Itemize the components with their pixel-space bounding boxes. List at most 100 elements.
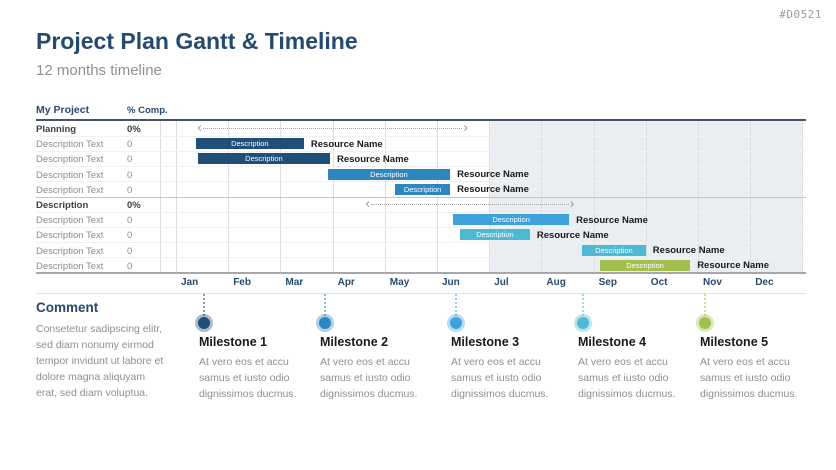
arrow-left-head-icon: ‹ xyxy=(365,197,371,212)
percent-complete-value: 0 xyxy=(127,260,133,272)
percent-complete-value: 0 xyxy=(127,154,133,166)
milestone-marker-icon xyxy=(450,317,462,329)
gantt-chart: My Project % Comp. Planning 0% ‹ › Descripti… xyxy=(36,104,808,296)
summary-span-arrow: ‹ › xyxy=(365,197,575,212)
month-tick-label: Apr xyxy=(337,277,355,288)
arrow-left-head-icon: ‹ xyxy=(196,121,203,136)
milestone-connector-line xyxy=(704,294,706,316)
resource-name-label: Resource Name xyxy=(457,169,529,181)
percent-complete-value: 0 xyxy=(127,215,133,227)
task-bar: Description xyxy=(599,259,691,271)
percent-complete-value: 0% xyxy=(127,200,141,211)
milestone-description: At vero eos et accu samus et iusto odio … xyxy=(320,356,418,400)
row-gridline xyxy=(36,242,806,244)
month-tick-label: Sep xyxy=(598,277,617,288)
comment-heading: Comment xyxy=(36,300,99,315)
task-bar-label: Description xyxy=(231,139,269,149)
month-tick-label: Jul xyxy=(494,277,509,288)
task-bar: Description xyxy=(453,214,570,226)
task-bar: Description xyxy=(582,244,646,256)
task-bar: Description xyxy=(395,183,450,195)
resource-name-label: Resource Name xyxy=(576,214,648,226)
month-tick-label: Nov xyxy=(703,277,722,288)
milestone-title: Milestone 2 xyxy=(320,335,389,349)
milestone-marker-icon xyxy=(577,317,589,329)
milestone-description: At vero eos et accu samus et iusto odio … xyxy=(700,356,798,400)
summary-task-label: Description xyxy=(36,200,89,211)
gantt-bottom-rule xyxy=(36,272,806,274)
task-label: Description Text xyxy=(36,245,104,257)
task-label: Description Text xyxy=(36,184,104,196)
milestone-title: Milestone 1 xyxy=(199,335,268,349)
month-tick-label: Jun xyxy=(442,277,460,288)
percent-complete-value: 0% xyxy=(127,124,141,135)
gantt-row: Description Text 0 Description Resource Nam… xyxy=(36,243,806,258)
gantt-row: Description Text 0 Description Resource Nam… xyxy=(36,182,806,197)
task-label: Description Text xyxy=(36,215,104,227)
gantt-column-header-project: My Project xyxy=(36,104,90,116)
resource-name-label: Resource Name xyxy=(697,260,769,272)
task-label: Description Text xyxy=(36,139,104,151)
task-bar-label: Description xyxy=(626,260,664,270)
row-gridline xyxy=(36,150,806,152)
task-bar-label: Description xyxy=(492,215,530,225)
gantt-row: Planning 0% ‹ › xyxy=(36,121,806,136)
summary-task-label: Planning xyxy=(36,124,77,135)
gantt-column-header-percent-complete: % Comp. xyxy=(127,105,168,116)
milestone-marker-icon xyxy=(319,317,331,329)
task-bar-label: Description xyxy=(595,245,633,255)
gantt-row: Description Text 0 Description Resource Nam… xyxy=(36,167,806,182)
task-bar: Description xyxy=(460,229,530,241)
comment-text: Consetetur sadipscing elitr, sed diam no… xyxy=(36,323,164,399)
task-bar-label: Description xyxy=(245,154,283,164)
gantt-row: Description Text 0 Description Resource Nam… xyxy=(36,227,806,242)
gantt-row: Description Text 0 Description Resource Nam… xyxy=(36,212,806,227)
task-label: Description Text xyxy=(36,154,104,166)
arrow-dotted-line xyxy=(371,204,569,205)
row-gridline xyxy=(36,196,806,198)
task-bar: Description xyxy=(197,153,330,165)
row-gridline xyxy=(36,257,806,259)
gantt-row: Description Text 0 Description Resource Nam… xyxy=(36,151,806,166)
gantt-row: Description Text 0 Description Resource Nam… xyxy=(36,136,806,151)
milestone-connector-line xyxy=(455,294,457,316)
percent-complete-value: 0 xyxy=(127,169,133,181)
month-tick-label: Dec xyxy=(755,277,774,288)
percent-complete-value: 0 xyxy=(127,230,133,242)
month-tick-label: Feb xyxy=(233,277,251,288)
percent-complete-value: 0 xyxy=(127,245,133,257)
month-tick-label: Mar xyxy=(285,277,304,288)
summary-span-arrow: ‹ › xyxy=(196,121,469,136)
month-tick-label: May xyxy=(389,277,410,288)
resource-name-label: Resource Name xyxy=(310,138,383,150)
gantt-row: Description Text 0 Description Resource Nam… xyxy=(36,258,806,273)
row-gridline xyxy=(36,181,806,183)
task-bar-label: Description xyxy=(403,184,442,194)
task-label: Description Text xyxy=(36,169,104,181)
milestone-connector-line xyxy=(203,294,205,316)
task-bar-label: Description xyxy=(476,230,514,240)
milestone-title: Milestone 4 xyxy=(578,335,647,349)
gantt-row: Description 0% ‹ › xyxy=(36,197,806,212)
arrow-right-head-icon: › xyxy=(569,197,575,212)
resource-name-label: Resource Name xyxy=(652,245,725,257)
slide-id-tag: #D0521 xyxy=(779,8,822,21)
milestone-marker-icon xyxy=(699,317,711,329)
percent-complete-value: 0 xyxy=(127,184,133,196)
task-bar: Description xyxy=(327,168,450,180)
milestone-description: At vero eos et accu samus et iusto odio … xyxy=(451,356,549,400)
milestone-title: Milestone 5 xyxy=(700,335,769,349)
milestone-description: At vero eos et accu samus et iusto odio … xyxy=(578,356,676,400)
month-tick-label: Aug xyxy=(546,277,566,288)
page-title: Project Plan Gantt & Timeline xyxy=(36,28,358,54)
gantt-axis-bottom-rule xyxy=(36,293,806,294)
task-bar-label: Description xyxy=(370,169,408,179)
milestone-connector-line xyxy=(582,294,584,316)
row-gridline xyxy=(36,166,806,168)
arrow-right-head-icon: › xyxy=(463,121,469,136)
task-label: Description Text xyxy=(36,230,104,242)
milestone-title: Milestone 3 xyxy=(451,335,520,349)
row-gridline xyxy=(36,226,806,228)
row-gridline xyxy=(36,211,806,213)
